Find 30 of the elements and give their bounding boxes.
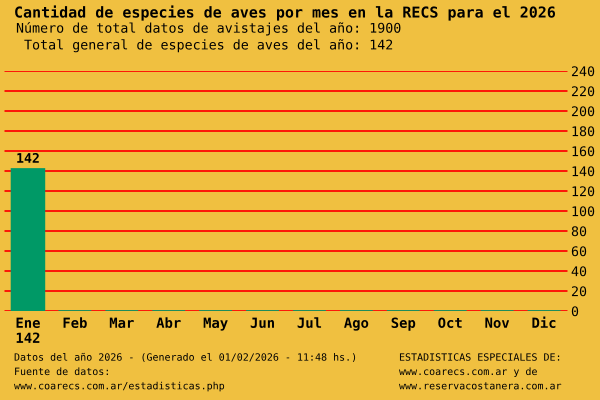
x-tick-label: Dic <box>532 316 556 328</box>
x-tick-label: Jul <box>298 317 322 328</box>
y-tick-label: 40 <box>572 266 586 276</box>
x-tick-label: Oct <box>438 317 462 328</box>
x-tick-label: Mar <box>110 318 134 328</box>
x-tick-label: Feb <box>64 317 87 328</box>
y-tick-label: 0 <box>572 306 578 316</box>
y-tick-label: 60 <box>572 246 586 256</box>
x-tick-label: Ene 142 <box>16 318 40 343</box>
y-tick-label: 120 <box>572 186 594 196</box>
y-tick-label: 80 <box>572 226 586 236</box>
y-tick-label: 200 <box>572 106 594 116</box>
text: Datos del año 2026 - (Generado el 01/02/2026 - 11:48 hs.) Fuente de datos: www.coarecs.com.ar/estadisticas.php <box>14 352 356 392</box>
y-tick-label: 160 <box>572 146 594 156</box>
y-tick-label: 180 <box>572 126 594 136</box>
text: ESTADISTICAS ESPECIALES DE: www.coarecs.com.ar y de www.reservacostanera.com.ar <box>399 353 562 390</box>
x-tick-label: May <box>204 318 228 331</box>
y-tick-label: 220 <box>572 86 594 96</box>
x-tick-label: Abr <box>156 317 181 328</box>
data-label: 142 <box>17 152 39 163</box>
y-tick-label: 100 <box>572 206 594 216</box>
y-tick-label: 20 <box>572 286 586 296</box>
x-tick-label: Jun <box>250 318 274 328</box>
chart-title: Cantidad de especies de aves por mes en la RECS para el 2026 <box>15 5 556 21</box>
x-tick-label: Sep <box>392 317 416 331</box>
x-tick-label: Ago <box>344 318 368 331</box>
x-tick-label: Nov <box>485 318 510 328</box>
chart-subtitle: Número de total datos de avistajes del año: 1900 Total general de especies de aves del año: 142 <box>16 22 400 52</box>
y-tick-label: 240 <box>572 66 594 76</box>
y-tick-label: 140 <box>572 166 594 176</box>
